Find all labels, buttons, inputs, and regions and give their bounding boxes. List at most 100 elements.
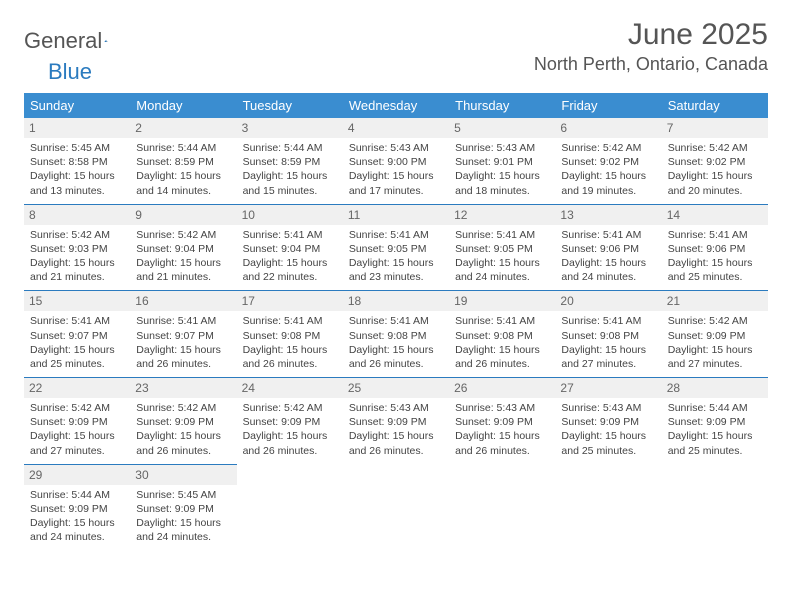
day-detail: Daylight: 15 hours <box>30 429 124 443</box>
weekday-header: Tuesday <box>237 93 343 118</box>
calendar-cell: 20Sunrise: 5:41 AMSunset: 9:08 PMDayligh… <box>555 290 661 377</box>
day-detail: Sunrise: 5:43 AM <box>349 141 443 155</box>
day-detail: Sunset: 8:59 PM <box>136 155 230 169</box>
day-detail: Daylight: 15 hours <box>668 256 762 270</box>
day-detail: Daylight: 15 hours <box>455 343 549 357</box>
day-detail: and 24 minutes. <box>561 270 655 284</box>
calendar-row: 29 Sunrise: 5:44 AM Sunset: 9:09 PM Dayligh… <box>24 464 768 551</box>
day-number: 25 <box>343 377 449 398</box>
day-number: 14 <box>662 204 768 225</box>
day-detail: Sunrise: 5:41 AM <box>668 228 762 242</box>
day-detail: Sunrise: 5:41 AM <box>243 228 337 242</box>
day-detail: Sunrise: 5:42 AM <box>136 401 230 415</box>
day-number: 17 <box>237 290 343 311</box>
day-detail: Sunrise: 5:43 AM <box>455 141 549 155</box>
day-detail: Sunrise: 5:42 AM <box>668 314 762 328</box>
day-detail: and 24 minutes. <box>30 530 124 544</box>
calendar-cell: . <box>662 464 768 551</box>
calendar-row: 15Sunrise: 5:41 AMSunset: 9:07 PMDayligh… <box>24 290 768 377</box>
day-detail: Sunrise: 5:43 AM <box>455 401 549 415</box>
calendar-cell: 22Sunrise: 5:42 AMSunset: 9:09 PMDayligh… <box>24 377 130 464</box>
day-detail: Sunset: 9:00 PM <box>349 155 443 169</box>
day-number: 6 <box>555 118 661 138</box>
calendar-table: Sunday Monday Tuesday Wednesday Thursday… <box>24 93 768 550</box>
day-detail: Sunrise: 5:44 AM <box>30 488 124 502</box>
calendar-cell: 29Sunrise: 5:44 AMSunset: 9:09 PMDayligh… <box>24 464 130 551</box>
day-detail: Sunrise: 5:43 AM <box>349 401 443 415</box>
day-detail: and 21 minutes. <box>136 270 230 284</box>
day-detail: Daylight: 15 hours <box>243 429 337 443</box>
day-detail: Sunset: 9:02 PM <box>561 155 655 169</box>
calendar-cell: 15Sunrise: 5:41 AMSunset: 9:07 PMDayligh… <box>24 290 130 377</box>
day-detail: Daylight: 15 hours <box>243 169 337 183</box>
calendar-cell: 1Sunrise: 5:45 AMSunset: 8:58 PMDaylight… <box>24 118 130 204</box>
calendar-cell: 26Sunrise: 5:43 AMSunset: 9:09 PMDayligh… <box>449 377 555 464</box>
day-number: 26 <box>449 377 555 398</box>
day-number: 29 <box>24 464 130 485</box>
day-detail: Daylight: 15 hours <box>561 169 655 183</box>
weekday-header-row: Sunday Monday Tuesday Wednesday Thursday… <box>24 93 768 118</box>
day-detail: and 25 minutes. <box>30 357 124 371</box>
day-detail: Sunset: 9:04 PM <box>136 242 230 256</box>
day-number: 22 <box>24 377 130 398</box>
day-detail: Sunrise: 5:45 AM <box>30 141 124 155</box>
calendar-cell: 3Sunrise: 5:44 AMSunset: 8:59 PMDaylight… <box>237 118 343 204</box>
calendar-cell: 17Sunrise: 5:41 AMSunset: 9:08 PMDayligh… <box>237 290 343 377</box>
day-number: 7 <box>662 118 768 138</box>
day-number: 19 <box>449 290 555 311</box>
day-detail: and 26 minutes. <box>349 444 443 458</box>
day-detail: Daylight: 15 hours <box>349 169 443 183</box>
day-number: 4 <box>343 118 449 138</box>
day-detail: and 26 minutes. <box>455 357 549 371</box>
calendar-cell: 5Sunrise: 5:43 AMSunset: 9:01 PMDaylight… <box>449 118 555 204</box>
day-detail: Sunrise: 5:42 AM <box>561 141 655 155</box>
weekday-header: Thursday <box>449 93 555 118</box>
calendar-cell: 9Sunrise: 5:42 AMSunset: 9:04 PMDaylight… <box>130 204 236 291</box>
day-detail: Sunset: 9:07 PM <box>30 329 124 343</box>
calendar-cell: . <box>449 464 555 551</box>
day-detail: Sunset: 9:05 PM <box>455 242 549 256</box>
calendar-cell: 14Sunrise: 5:41 AMSunset: 9:06 PMDayligh… <box>662 204 768 291</box>
day-detail: Sunset: 9:09 PM <box>455 415 549 429</box>
day-detail: Sunset: 9:09 PM <box>136 415 230 429</box>
day-detail: Daylight: 15 hours <box>30 169 124 183</box>
day-number: 10 <box>237 204 343 225</box>
day-detail: Daylight: 15 hours <box>30 256 124 270</box>
day-detail: and 27 minutes. <box>668 357 762 371</box>
day-detail: Daylight: 15 hours <box>349 429 443 443</box>
weekday-header: Saturday <box>662 93 768 118</box>
day-detail: Daylight: 15 hours <box>668 343 762 357</box>
day-number: 24 <box>237 377 343 398</box>
day-number: 9 <box>130 204 236 225</box>
day-number: 16 <box>130 290 236 311</box>
weekday-header: Friday <box>555 93 661 118</box>
day-detail: and 18 minutes. <box>455 184 549 198</box>
day-detail: and 14 minutes. <box>136 184 230 198</box>
day-detail: Sunrise: 5:45 AM <box>136 488 230 502</box>
title-block: June 2025 North Perth, Ontario, Canada <box>534 18 768 75</box>
day-number: 8 <box>24 204 130 225</box>
calendar-row: 8Sunrise: 5:42 AMSunset: 9:03 PMDaylight… <box>24 204 768 291</box>
day-detail: Sunset: 9:09 PM <box>136 502 230 516</box>
day-detail: and 26 minutes. <box>136 444 230 458</box>
calendar-cell: . <box>237 464 343 551</box>
day-detail: and 25 minutes. <box>668 270 762 284</box>
day-detail: Sunset: 9:09 PM <box>349 415 443 429</box>
day-number: 11 <box>343 204 449 225</box>
day-detail: Sunrise: 5:44 AM <box>668 401 762 415</box>
day-detail: Sunrise: 5:42 AM <box>243 401 337 415</box>
day-detail: Daylight: 15 hours <box>30 516 124 530</box>
calendar-cell: 16Sunrise: 5:41 AMSunset: 9:07 PMDayligh… <box>130 290 236 377</box>
day-detail: Daylight: 15 hours <box>561 429 655 443</box>
day-detail: Sunset: 9:09 PM <box>30 415 124 429</box>
calendar-row: 1Sunrise: 5:45 AMSunset: 8:58 PMDaylight… <box>24 118 768 204</box>
day-detail: and 24 minutes. <box>455 270 549 284</box>
day-detail: and 26 minutes. <box>243 357 337 371</box>
day-number: 30 <box>130 464 236 485</box>
day-detail: and 27 minutes. <box>561 357 655 371</box>
day-detail: Sunrise: 5:41 AM <box>30 314 124 328</box>
calendar-cell: 18Sunrise: 5:41 AMSunset: 9:08 PMDayligh… <box>343 290 449 377</box>
calendar-cell: 8Sunrise: 5:42 AMSunset: 9:03 PMDaylight… <box>24 204 130 291</box>
day-detail: Sunset: 9:09 PM <box>668 415 762 429</box>
day-detail: and 26 minutes. <box>349 357 443 371</box>
